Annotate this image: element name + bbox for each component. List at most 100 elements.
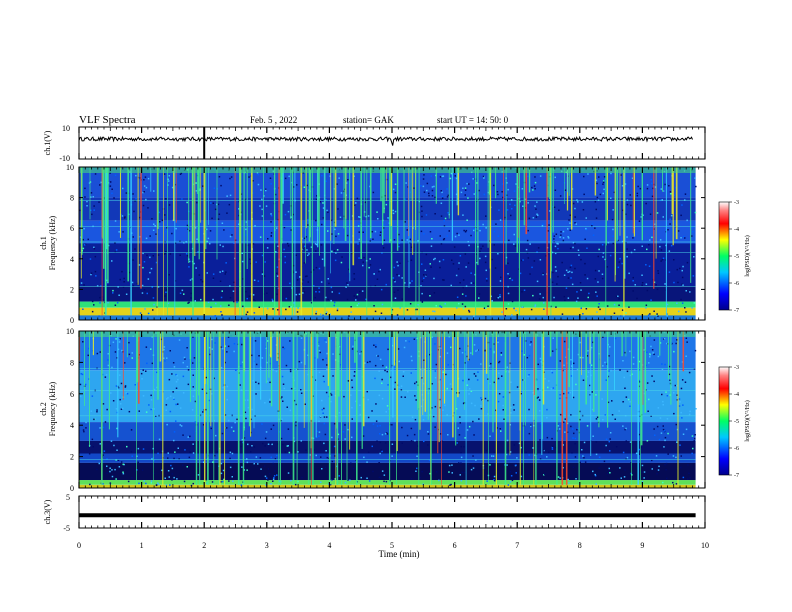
spectrogram-speckle (516, 457, 518, 459)
spectrogram-speckle (372, 423, 375, 425)
spectrogram-speckle (400, 396, 403, 398)
spectrogram-speckle (287, 445, 289, 447)
spectrogram-speckle (167, 178, 169, 180)
spectrogram-speckle (275, 227, 278, 229)
colorbar-ch2: -3-4-5-6-7 log(PSD)(V²/Hz) (718, 365, 751, 479)
spectrogram-speckle (387, 217, 389, 219)
spectrogram-speckle (302, 292, 304, 294)
spectrogram-speckle (555, 270, 557, 272)
spectrogram-speckle (118, 341, 121, 343)
spectrogram-speckle (464, 362, 466, 364)
spectrogram-speckle (575, 223, 577, 225)
spectrogram-speckle (585, 217, 587, 219)
spectrogram-ch1-colorbar-tick-label: -3 (734, 200, 739, 206)
spectrogram-speckle (306, 184, 308, 187)
spectrogram-speckle (386, 433, 389, 435)
spectrogram-speckle (560, 234, 562, 236)
spectrogram-speckle (442, 279, 444, 281)
spectrogram-speckle (621, 240, 624, 243)
spectrogram-speckle (121, 349, 123, 352)
spectrogram-speckle (686, 341, 688, 343)
spectrogram-speckle (114, 304, 117, 306)
time-axis-tick-label: 7 (515, 541, 519, 550)
spectrogram-speckle (425, 214, 428, 216)
spectrogram-speckle (255, 456, 258, 458)
spectrogram-speckle (138, 264, 141, 266)
spectrogram-speckle (175, 373, 177, 376)
spectrogram-speckle (307, 218, 309, 221)
spectrogram-speckle (356, 304, 359, 307)
spectrogram-speckle (381, 196, 383, 198)
spectrogram-speckle (628, 306, 630, 308)
spectrogram-speckle (316, 195, 318, 197)
spectrogram-speckle (659, 417, 662, 419)
spectrogram-speckle (338, 412, 341, 414)
spectrogram-speckle (472, 455, 474, 457)
spectrogram-speckle (528, 408, 530, 411)
spectrogram-speckle (430, 266, 432, 268)
spectrogram-speckle (383, 224, 385, 226)
spectrogram-speckle (508, 239, 510, 242)
spectrogram-speckle (424, 269, 427, 271)
spectrogram-speckle (245, 234, 247, 236)
spectrogram-speckle (351, 379, 353, 381)
spectrogram-speckle (285, 308, 287, 311)
spectrogram-speckle (269, 473, 271, 475)
spectrogram-speckle (351, 386, 354, 389)
spectrogram-speckle (92, 196, 94, 198)
spectrogram-speckle (598, 358, 601, 361)
spectrogram-speckle (599, 308, 601, 311)
spectrogram-speckle (265, 189, 267, 192)
spectrogram-speckle (421, 377, 423, 379)
spectrogram-speckle (174, 451, 176, 453)
spectrogram-speckle (215, 302, 217, 305)
spectrogram-speckle (493, 475, 496, 478)
spectrogram-speckle (171, 232, 173, 235)
spectrogram-speckle (423, 359, 425, 361)
spectrogram-ch1-colorbar-tick-label: -6 (734, 281, 739, 287)
spectrogram-speckle (595, 179, 598, 181)
spectrogram-speckle (123, 277, 125, 280)
spectrogram-speckle (265, 431, 268, 433)
spectrogram-speckle (693, 256, 695, 258)
spectrogram-speckle (454, 235, 457, 238)
spectrogram-speckle (292, 271, 294, 274)
spectrogram-speckle (680, 387, 683, 390)
spectrogram-speckle (548, 380, 550, 382)
spectrogram-speckle (169, 395, 172, 398)
spectrogram-speckle (118, 231, 120, 233)
spectrogram-speckle (300, 361, 303, 364)
spectrogram-speckle (182, 464, 184, 466)
spectrogram-speckle (598, 467, 600, 469)
spectrogram-speckle (168, 378, 171, 381)
spectrogram-speckle (107, 281, 109, 284)
spectrogram-speckle (306, 275, 308, 277)
spectrogram-speckle (264, 437, 267, 440)
spectrogram-speckle (372, 238, 374, 240)
spectrogram-speckle (410, 440, 413, 442)
spectrogram-speckle (99, 184, 101, 186)
spectrogram-speckle (438, 479, 440, 482)
spectrogram-speckle (408, 340, 410, 343)
spectrogram-speckle (116, 427, 118, 430)
spectrogram-speckle (482, 245, 484, 247)
spectrogram-speckle (624, 469, 626, 471)
spectrogram-speckle (124, 386, 127, 388)
spectrogram-speckle (575, 475, 578, 477)
spectrogram-speckle (259, 236, 262, 238)
spectrogram-speckle (523, 289, 526, 291)
spectrogram-speckle (312, 269, 315, 271)
spectrogram-speckle (665, 462, 668, 465)
spectrogram-speckle (561, 261, 563, 264)
spectrogram-speckle (668, 373, 671, 376)
spectrogram-speckle (533, 260, 536, 262)
spectrogram-speckle (211, 393, 213, 395)
spectrogram-speckle (461, 293, 464, 295)
spectrogram-speckle (685, 428, 688, 431)
spectrogram-band-7 (79, 484, 696, 488)
spectrogram-speckle (181, 198, 183, 200)
spectrogram-speckle (303, 237, 306, 240)
spectrogram-speckle (569, 247, 572, 250)
spectrogram-speckle (543, 473, 546, 475)
spectrogram-speckle (539, 357, 542, 360)
